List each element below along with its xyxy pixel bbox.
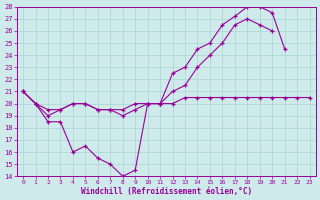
X-axis label: Windchill (Refroidissement éolien,°C): Windchill (Refroidissement éolien,°C) bbox=[81, 187, 252, 196]
